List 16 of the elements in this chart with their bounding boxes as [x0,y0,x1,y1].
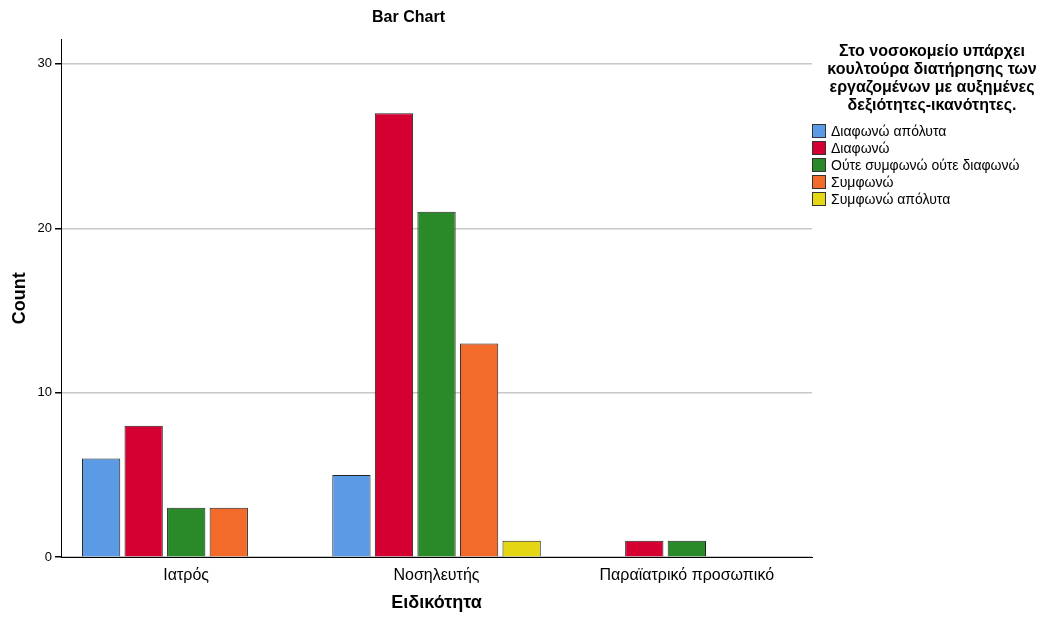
y-tick-label: 20 [37,219,53,235]
legend-label: Συμφωνώ απόλυτα [831,190,951,207]
legend-title: Στο νοσοκομείο υπάρχει κουλτούρα διατήρησης των εργαζομένων με αυξημένες δεξιότητες-ικανότητες. [826,42,1038,114]
legend-label: Διαφωνώ [831,139,890,156]
y-axis-title: Count [8,272,29,325]
x-tick-label: Παραϊατρικό προσωπικό [599,566,775,584]
x-axis-title: Ειδικότητα [391,592,482,613]
x-tick-label: Ιατρός [163,566,210,584]
legend-label: Ούτε συμφωνώ ούτε διαφωνώ [831,156,1020,173]
y-tick-label: 30 [37,55,53,71]
legend-label: Συμφωνώ [831,173,894,190]
x-tick-label: Νοσηλευτής [393,566,480,584]
legend-label: Διαφωνώ απόλυτα [831,122,947,139]
y-tick-label: 10 [37,384,53,400]
chart-title: Bar Chart [372,8,446,26]
y-tick-label: 0 [44,548,53,564]
